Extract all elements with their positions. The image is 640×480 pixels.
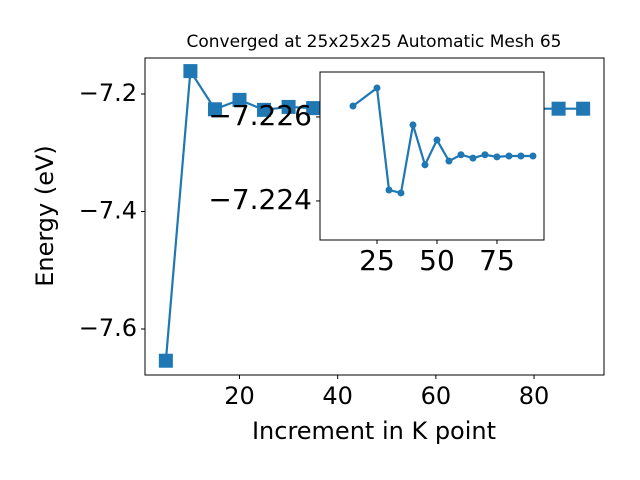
axes-frame (144, 57, 605, 376)
marker (445, 157, 453, 165)
marker (183, 64, 198, 79)
marker (385, 186, 393, 194)
y-tick-label: −7.224 (208, 183, 312, 216)
marker (232, 92, 247, 107)
x-tick-label: 20 (224, 382, 255, 410)
chart-title: Converged at 25x25x25 Automatic Mesh 65 (187, 32, 562, 52)
x-tick-label: 60 (421, 382, 452, 410)
y-tick-label: −7.226 (208, 99, 312, 132)
axes-frame (319, 71, 545, 241)
marker (373, 84, 381, 92)
y-tick-label: −7.6 (79, 314, 137, 342)
y-axis-label: Energy (eV) (31, 145, 59, 287)
x-tick-label: 75 (479, 244, 515, 277)
marker (158, 353, 173, 368)
marker (505, 152, 513, 160)
marker (481, 151, 489, 159)
marker (397, 189, 405, 197)
marker (433, 136, 441, 144)
x-tick-label: 50 (419, 244, 455, 277)
marker (409, 121, 417, 129)
marker (551, 101, 566, 116)
marker (349, 102, 357, 110)
marker (207, 102, 222, 117)
y-tick-label: −7.4 (79, 197, 137, 225)
marker (281, 99, 296, 114)
marker (529, 152, 537, 160)
marker (469, 154, 477, 162)
marker (306, 101, 321, 116)
marker (517, 152, 525, 160)
marker (493, 153, 501, 161)
marker (576, 101, 591, 116)
marker (457, 151, 465, 159)
y-tick-label: −7.2 (79, 79, 137, 107)
x-tick-label: 25 (359, 244, 395, 277)
marker (257, 102, 272, 117)
x-tick-label: 40 (322, 382, 353, 410)
x-tick-label: 80 (519, 382, 550, 410)
x-axis-label: Increment in K point (252, 417, 496, 445)
plot-layer (349, 84, 537, 197)
marker (421, 161, 429, 169)
